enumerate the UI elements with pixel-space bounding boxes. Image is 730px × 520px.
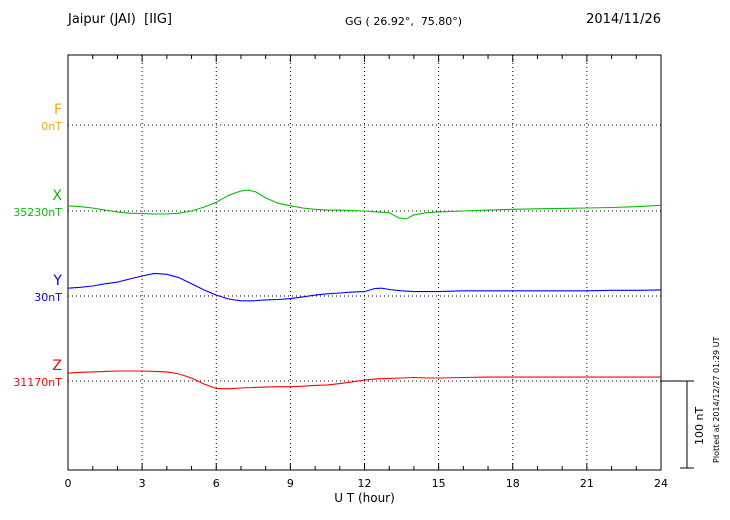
geo-coordinates: GG ( 26.92°, 75.80°) (345, 15, 463, 28)
trace-Y (67, 272, 662, 302)
series-baseline-value-X: 35230nT (13, 206, 62, 219)
plot-date: 2014/11/26 (586, 12, 661, 27)
series-baseline-value-Z: 31170nT (13, 376, 62, 389)
series-name-F: F (53, 102, 62, 118)
series-label-Z: Z 31170nT (0, 359, 62, 388)
x-tick-label: 3 (139, 477, 146, 490)
series-baseline-value-F: 0nT (41, 120, 62, 133)
series-label-F: F 0nT (0, 103, 62, 132)
series-name-Z: Z (52, 358, 62, 374)
trace-Z (67, 370, 661, 390)
x-tick-label: 21 (580, 477, 594, 490)
trace-X (67, 189, 662, 220)
x-tick-label: 6 (213, 477, 220, 490)
series-name-X: X (52, 188, 62, 204)
series-baseline-value-Y: 30nT (34, 291, 62, 304)
station-title: Jaipur (JAI) [IIG] (68, 12, 173, 27)
x-tick-label: 15 (432, 477, 446, 490)
x-axis-title: U T (hour) (334, 491, 395, 505)
x-tick-label: 18 (506, 477, 520, 490)
plotted-at-timestamp: Plotted at 2014/12/27 01:29 UT (712, 336, 721, 464)
x-tick-label: 9 (287, 477, 294, 490)
scale-bar-label: 100 nT (693, 406, 706, 446)
series-label-Y: Y 30nT (0, 274, 62, 303)
x-tick-label: 24 (654, 477, 668, 490)
plot-border (67, 54, 662, 471)
x-tick-label: 0 (65, 477, 72, 490)
series-label-X: X 35230nT (0, 189, 62, 218)
x-tick-label: 12 (358, 477, 372, 490)
series-name-Y: Y (53, 273, 62, 289)
